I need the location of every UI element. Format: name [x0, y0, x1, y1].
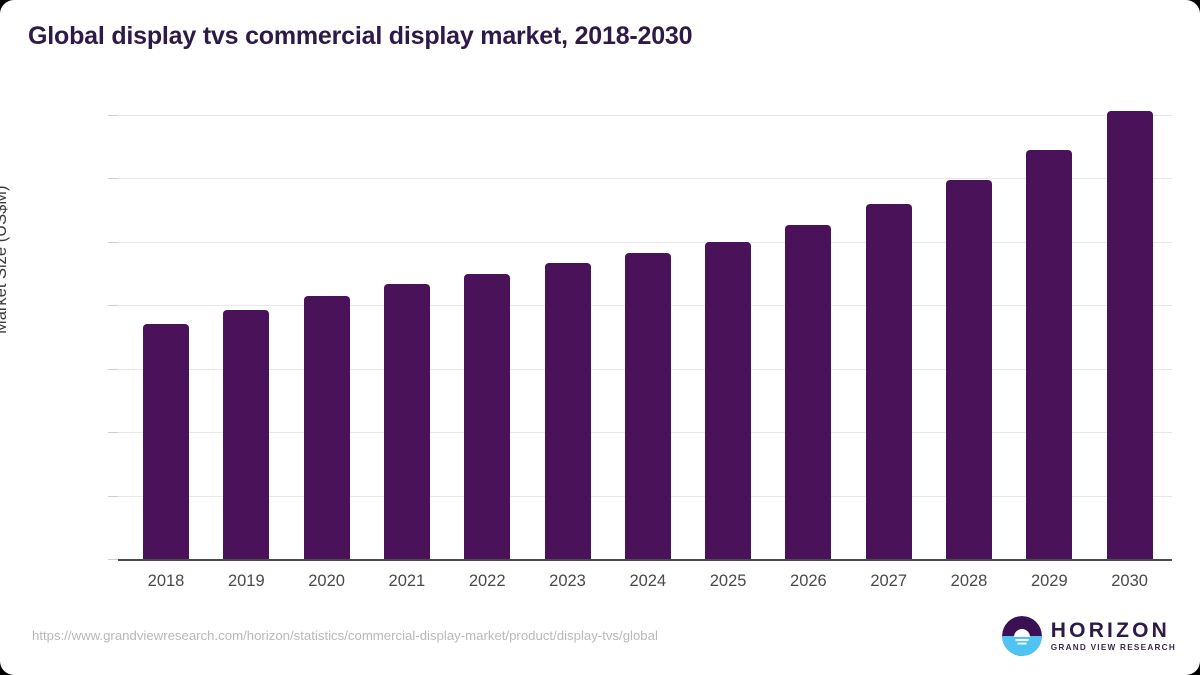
horizon-logo[interactable]: HORIZON GRAND VIEW RESEARCH [1001, 616, 1176, 656]
logo-circle-icon [1001, 616, 1042, 656]
bar-2028[interactable] [946, 180, 992, 559]
y-tick-mark [108, 305, 118, 307]
x-tick-label: 2029 [1030, 572, 1068, 590]
x-tick-label: 2022 [468, 572, 506, 590]
x-tick-label: 2028 [950, 572, 988, 590]
gridline [118, 115, 1172, 116]
horizon-logo-icon [1001, 616, 1042, 656]
bar-2026[interactable] [785, 225, 832, 559]
gridline [118, 559, 1172, 561]
x-tick-label: 2027 [870, 572, 908, 590]
gridline [118, 241, 1172, 243]
y-axis-label: Market Size (US$M) [0, 185, 10, 334]
x-tick-label: 2030 [1111, 572, 1148, 590]
bar-2025[interactable] [705, 241, 752, 559]
y-tick-mark [108, 115, 118, 116]
x-tick-label: 2019 [227, 572, 265, 590]
y-tick-mark [108, 368, 118, 370]
bar-2021[interactable] [383, 284, 430, 559]
x-tick-label: 2026 [790, 572, 827, 590]
bar-2019[interactable] [223, 309, 270, 559]
source-url[interactable]: https://www.grandviewresearch.com/horizo… [32, 628, 658, 643]
x-tick-label: 2023 [549, 572, 586, 590]
x-tick-label: 2025 [709, 572, 747, 590]
logo-wordmark: HORIZON [1050, 618, 1171, 642]
bar-2020[interactable] [303, 296, 350, 559]
bar-2018[interactable] [143, 323, 189, 559]
x-tick-label: 2021 [388, 572, 426, 590]
bar-2023[interactable] [544, 263, 591, 559]
bar-2030[interactable] [1106, 111, 1153, 559]
y-tick-mark [108, 178, 118, 180]
x-tick-label: 2024 [629, 572, 667, 590]
logo-tagline: GRAND VIEW RESEARCH [1050, 642, 1176, 652]
bar-2024[interactable] [624, 253, 671, 559]
bar-2029[interactable] [1026, 150, 1073, 559]
x-tick-label: 2018 [147, 572, 185, 590]
gridline [118, 178, 1172, 180]
plot-area: 02.5k5k7.5k10k12.5k15k17.5k 201820192020… [108, 100, 1172, 590]
y-tick-mark [108, 495, 118, 497]
y-tick-mark [108, 559, 118, 560]
logo-text-block: HORIZON GRAND VIEW RESEARCH [1051, 620, 1176, 652]
x-tick-label: 2020 [308, 572, 345, 590]
bar-2022[interactable] [464, 273, 511, 559]
y-tick-mark [108, 241, 118, 243]
y-tick-mark [108, 432, 118, 434]
page-title: Global display tvs commercial display ma… [28, 22, 693, 50]
bar-2027[interactable] [865, 204, 912, 559]
